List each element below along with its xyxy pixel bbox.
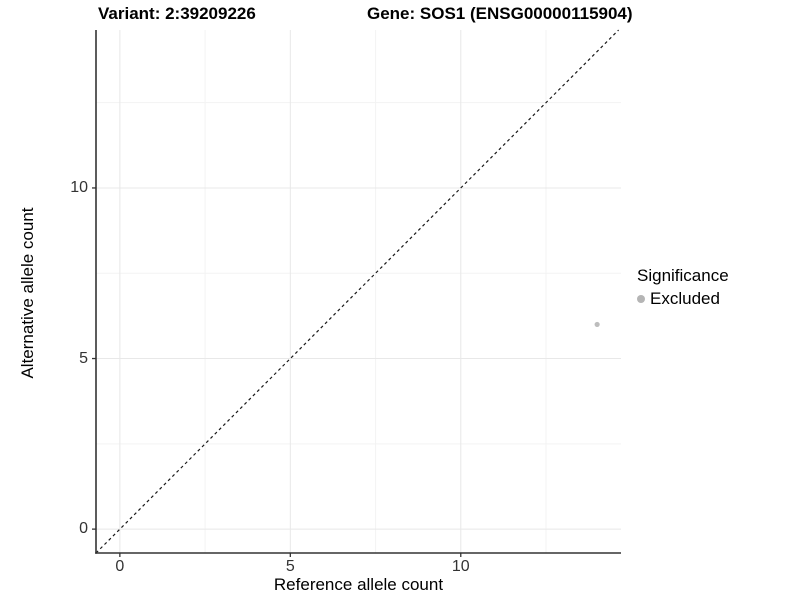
y-tick-label: 5 [79, 349, 88, 367]
legend-entry-excluded: Excluded [637, 289, 729, 309]
x-tick-label: 5 [285, 558, 295, 575]
gene-title: Gene: SOS1 (ENSG00000115904) [367, 4, 633, 23]
y-axis-title: Alternative allele count [18, 207, 37, 379]
x-axis-title: Reference allele count [273, 575, 444, 594]
variant-title: Variant: 2:39209226 [98, 4, 256, 23]
identity-line [95, 29, 620, 554]
legend: Significance Excluded [637, 266, 729, 309]
data-point [594, 321, 600, 328]
legend-title: Significance [637, 266, 729, 285]
legend-entry-label: Excluded [650, 289, 720, 308]
y-tick-label: 0 [79, 520, 88, 538]
y-tick-label: 10 [70, 178, 88, 196]
point-key-icon [637, 295, 645, 303]
x-tick-label: 10 [451, 558, 470, 575]
x-tick-label: 0 [115, 558, 125, 575]
